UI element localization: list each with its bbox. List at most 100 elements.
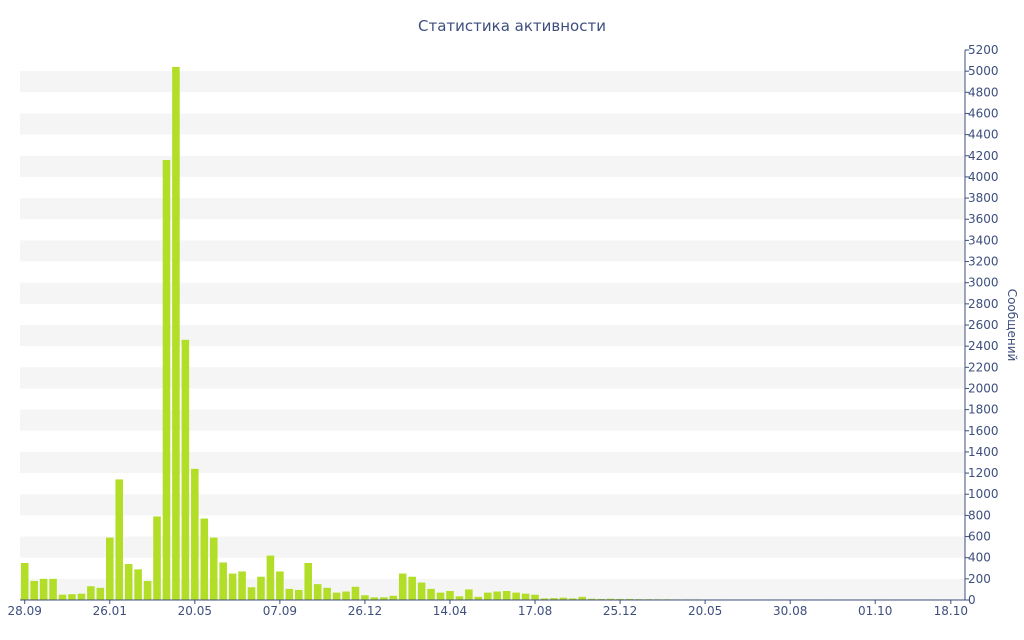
x-axis-ticks: 28.09 26.01 20.05 07.09 26.12 14.04 17.08 25.12… xyxy=(8,600,968,618)
grid-band xyxy=(20,282,965,304)
grid-band xyxy=(20,240,965,262)
bar xyxy=(87,586,95,600)
bar xyxy=(96,587,105,600)
grid-band xyxy=(20,494,965,516)
bar xyxy=(115,479,124,600)
chart-title: Статистика активности xyxy=(418,17,606,35)
y-tick-label: 600 xyxy=(968,530,991,544)
bar xyxy=(408,576,416,600)
bar xyxy=(465,589,473,600)
y-tick-label: 5200 xyxy=(968,43,999,57)
bar xyxy=(483,592,492,600)
grid-band xyxy=(20,367,965,389)
grid-band xyxy=(20,113,965,135)
bar xyxy=(257,576,265,600)
y-tick-label: 3200 xyxy=(968,255,999,269)
bar xyxy=(455,596,464,600)
grid-band xyxy=(20,451,965,474)
bar xyxy=(351,586,360,600)
grid-band xyxy=(20,325,965,347)
bar xyxy=(181,339,190,600)
bar xyxy=(124,564,133,600)
bar xyxy=(398,573,407,600)
bar xyxy=(313,584,322,600)
x-tick-label: 07.09 xyxy=(263,604,297,618)
grid-band xyxy=(20,578,965,600)
bar xyxy=(550,598,558,600)
y-tick-label: 2800 xyxy=(968,297,999,311)
y-tick-label: 400 xyxy=(968,551,991,565)
bar xyxy=(531,594,539,600)
grid-band xyxy=(20,198,965,220)
y-tick-label: 3600 xyxy=(968,212,999,226)
y-axis-ticks: 0 200 400 600 800 1000 1200 1400 1600 1800 2000 220… xyxy=(965,43,999,607)
y-tick-label: 2600 xyxy=(968,318,999,332)
grid-band xyxy=(20,536,965,558)
bar xyxy=(606,598,615,600)
bar xyxy=(597,598,605,600)
y-tick-label: 1200 xyxy=(968,466,999,480)
bar xyxy=(474,596,483,600)
x-tick-label: 01.10 xyxy=(858,604,892,618)
x-tick-label: 26.01 xyxy=(93,604,127,618)
grid-band xyxy=(20,155,965,177)
bar xyxy=(342,591,350,600)
bar xyxy=(276,571,284,600)
grid-band xyxy=(20,71,965,93)
y-tick-label: 4000 xyxy=(968,170,999,184)
bar xyxy=(578,596,587,600)
bar xyxy=(134,569,142,600)
bar xyxy=(502,591,511,600)
bar xyxy=(39,578,48,600)
bar xyxy=(162,160,171,600)
bar xyxy=(427,588,435,600)
y-tick-label: 5000 xyxy=(968,64,999,78)
bar xyxy=(521,593,530,600)
y-tick-label: 1800 xyxy=(968,403,999,417)
x-tick-label: 25.12 xyxy=(603,604,637,618)
x-tick-label: 30.08 xyxy=(773,604,807,618)
bar xyxy=(200,518,209,600)
bar xyxy=(323,587,331,600)
bar xyxy=(58,594,67,600)
bar xyxy=(361,595,369,600)
y-tick-label: 3400 xyxy=(968,233,999,247)
y-tick-label: 2200 xyxy=(968,360,999,374)
bar xyxy=(389,595,398,600)
bar xyxy=(370,597,379,600)
x-tick-label: 28.09 xyxy=(8,604,42,618)
y-tick-label: 4800 xyxy=(968,85,999,99)
y-tick-label: 1400 xyxy=(968,445,999,459)
bar xyxy=(209,537,218,600)
y-tick-label: 4600 xyxy=(968,106,999,120)
bar xyxy=(625,598,634,600)
y-tick-label: 200 xyxy=(968,572,991,586)
bar xyxy=(105,537,114,600)
bar xyxy=(380,597,388,600)
bar xyxy=(616,598,624,600)
bar xyxy=(191,468,199,600)
x-tick-label: 17.08 xyxy=(518,604,552,618)
y-tick-label: 1000 xyxy=(968,487,999,501)
bar xyxy=(294,589,303,600)
x-tick-label: 18.10 xyxy=(934,604,968,618)
bar xyxy=(266,555,275,600)
bar xyxy=(172,66,180,600)
bar xyxy=(247,587,256,600)
bar xyxy=(238,571,246,600)
x-tick-label: 26.12 xyxy=(348,604,382,618)
grid-bands xyxy=(20,71,965,600)
y-tick-label: 2000 xyxy=(968,381,999,395)
y-tick-label: 3800 xyxy=(968,191,999,205)
bar xyxy=(49,578,57,600)
bar xyxy=(569,598,577,600)
bar xyxy=(446,591,454,600)
bar xyxy=(285,588,294,600)
y-tick-label: 1600 xyxy=(968,424,999,438)
bar xyxy=(143,580,152,600)
bar xyxy=(153,516,161,600)
x-tick-label: 20.05 xyxy=(688,604,722,618)
bar xyxy=(417,582,426,600)
y-axis-title: Сообщений xyxy=(1005,289,1019,362)
